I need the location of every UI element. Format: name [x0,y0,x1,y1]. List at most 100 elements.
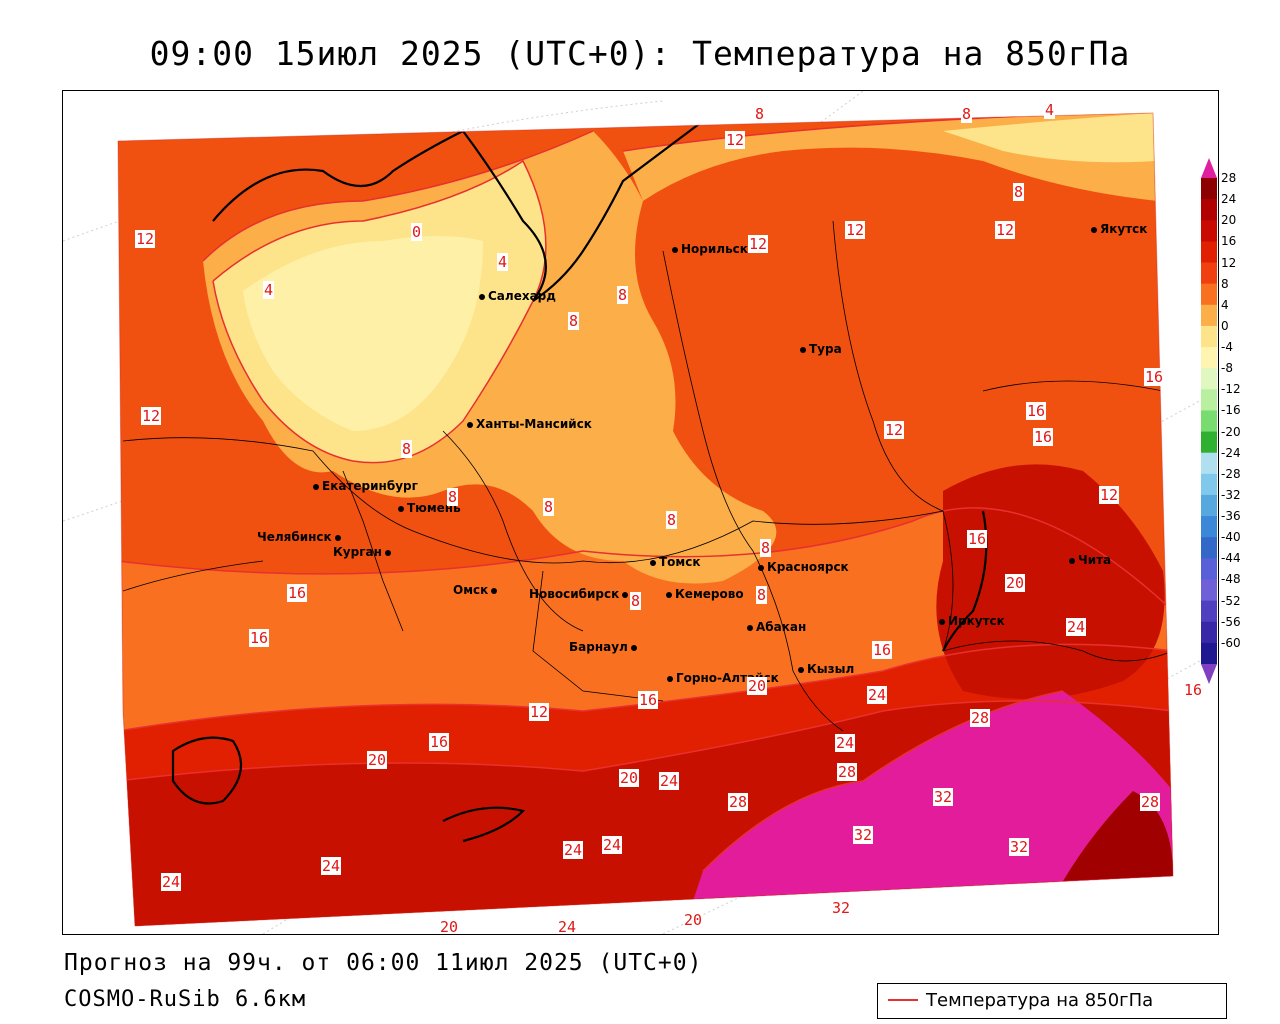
contour-label: 16 [1033,428,1054,446]
city-label: Ханты-Мансийск [476,417,592,431]
contour-label: 12 [1099,486,1120,504]
city-abakan: Абакан [747,621,806,633]
contour-label: 24 [1066,618,1087,636]
contour-label: 20 [367,751,388,769]
region-borders [122,220,1173,732]
contour-label: 24 [867,686,888,704]
temperature-map [63,91,1218,934]
colorbar-tick-label: -48 [1221,572,1241,587]
colorbar-tick-label: -24 [1221,445,1241,460]
colorbar-bottom-arrow [1201,664,1217,684]
north-cold-region [943,113,1155,163]
city-dot [334,534,341,541]
city-dot [313,483,319,490]
contour-label: 8 [666,511,678,529]
colorbar-tick-label: 0 [1221,318,1229,333]
city-label: Абакан [756,620,807,634]
city-dot [1091,226,1097,233]
colorbar-segment [1201,642,1217,665]
city-dot [479,293,485,300]
colorbar-segment [1201,431,1217,454]
map-title: 09:00 15июл 2025 (UTC+0): Температура на… [149,34,1131,73]
colorbar-tick-label: -8 [1221,361,1233,376]
city-dot [667,675,673,682]
city-label: Иркутск [948,614,1005,628]
city-label: Кызыл [807,662,855,676]
city-yakutsk: Якутск [1091,223,1147,235]
city-krasnoyarsk: Красноярск [758,561,849,573]
colorbar-tick-label: -28 [1221,466,1241,481]
legend: Температура на 850гПа [877,983,1227,1019]
colorbar-tick-label: -20 [1221,424,1241,439]
city-label: Красноярск [767,560,849,574]
colorbar-tick-label: -60 [1221,635,1241,650]
deep-region [1063,791,1173,881]
east-hot-region [936,464,1165,699]
contour-label: 20 [1005,574,1026,592]
colorbar [1201,158,1217,684]
city-label: Тура [809,342,842,356]
colorbar-segment [1201,283,1217,306]
contour-label: 20 [747,677,768,695]
city-dot [1069,557,1075,564]
colorbar-tick-label: -32 [1221,487,1241,502]
contour-label: 24 [557,918,578,935]
colorbar-segment [1201,452,1217,475]
contour-label: 24 [659,772,680,790]
city-dot [398,505,404,512]
contour-label: 8 [760,539,772,557]
city-tomsk: Томск [650,556,701,568]
colorbar-segment [1201,600,1217,623]
city-dot [800,346,806,353]
contour-label: 8 [617,286,629,304]
colorbar-tick-label: -44 [1221,551,1241,566]
city-label: Новосибирск [529,587,620,601]
colorbar-tick-label: -16 [1221,403,1241,418]
city-tura: Тура [800,343,842,355]
colorbar-segment [1201,220,1217,242]
colorbar-top-arrow [1201,158,1217,178]
city-dot [491,587,498,594]
contour-label: 8 [961,105,973,123]
contour-label: 28 [837,763,858,781]
colorbar-tick-label: 24 [1221,192,1237,207]
contour-label: 32 [831,899,852,917]
contour-label: 12 [995,221,1016,239]
contour-label: 16 [872,641,893,659]
contour-label: 20 [439,918,460,935]
colorbar-tick-label: -40 [1221,530,1241,545]
colorbar-segment [1201,558,1217,580]
colorbar-segment [1201,579,1217,602]
city-label: Омск [453,583,489,597]
contour-label: 24 [161,873,182,891]
contour-label: 28 [728,793,749,811]
city-dot [747,624,753,631]
city-omsk: Омск [453,584,500,596]
contour-label: 0 [411,223,423,241]
colorbar-tick-label: -36 [1221,509,1241,524]
colorbar-tick-label: -52 [1221,593,1241,608]
contour-label: 8 [1013,183,1025,201]
city-label: Челябинск [257,530,332,544]
map-panel: Норильск Якутск Салехард Тура Ханты-Манс… [62,90,1219,935]
contour-label: 16 [1144,368,1165,386]
contour-label: 24 [321,857,342,875]
city-chita: Чита [1069,554,1111,566]
contour-label: 12 [748,235,769,253]
colorbar-tick-label: -12 [1221,382,1241,397]
city-novosibirsk: Новосибирск [529,588,631,600]
contour-label: 24 [835,734,856,752]
city-irkutsk: Иркутск [939,615,1005,627]
contour-label: 8 [630,592,642,610]
colorbar-tick-label: 28 [1221,171,1237,185]
legend-line-swatch [888,999,918,1001]
city-dot [666,591,672,598]
coolest-region [243,236,483,431]
city-barnaul: Барнаул [569,641,640,653]
contour-label: 16 [1026,402,1047,420]
contour-label: 24 [602,836,623,854]
hottest-region [683,691,1173,926]
city-label: Якутск [1100,222,1148,236]
contour-label: 32 [933,788,954,806]
colorbar-segment [1201,304,1217,327]
